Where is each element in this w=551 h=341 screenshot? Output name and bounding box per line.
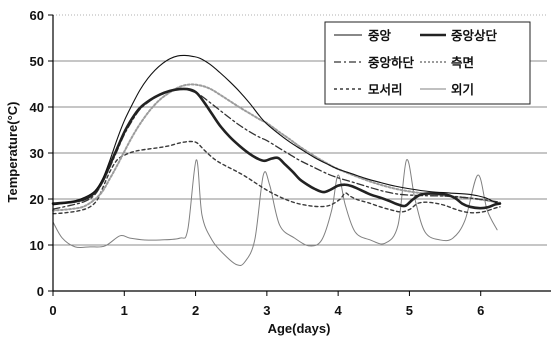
legend-label-2: 중앙상단	[451, 28, 498, 43]
series-line-2	[51, 87, 502, 210]
legend-label-3: 중앙하단	[368, 55, 415, 70]
y-tick-label: 30	[30, 146, 44, 161]
grid-layer	[53, 14, 547, 246]
legend: 중앙 중앙상단 중앙하단 측면 모서리 외기	[324, 21, 531, 105]
legend-label-1: 중앙	[368, 28, 392, 43]
x-tick-label: 5	[406, 303, 413, 318]
x-tick-label: 0	[49, 303, 56, 318]
x-axis-title: Age(days)	[268, 321, 331, 336]
x-tick-label: 4	[335, 303, 343, 318]
y-tick-label: 40	[30, 100, 44, 115]
y-tick-label: 50	[30, 54, 44, 69]
series-line-5	[52, 140, 501, 215]
x-tick-label: 3	[263, 303, 270, 318]
series-line-1	[52, 54, 501, 206]
y-tick-label: 0	[37, 284, 44, 299]
y-tick-label: 60	[30, 8, 44, 23]
x-tick-label: 1	[121, 303, 128, 318]
y-tick-label: 20	[30, 192, 44, 207]
x-tick-label: 2	[192, 303, 199, 318]
axes-layer: 0 10 20 30 40 50 60 0 1 2 3 4 5 6	[30, 8, 551, 318]
legend-label-4: 측면	[451, 55, 474, 70]
series-layer	[51, 54, 502, 267]
y-axis-title: Temperature(°C)	[5, 101, 20, 202]
series-line-4	[52, 83, 501, 212]
legend-label-5: 모서리	[368, 82, 403, 97]
legend-label-6: 외기	[451, 82, 474, 97]
series-line-6	[52, 159, 498, 267]
y-tick-label: 10	[30, 238, 44, 253]
x-tick-label: 6	[477, 303, 484, 318]
